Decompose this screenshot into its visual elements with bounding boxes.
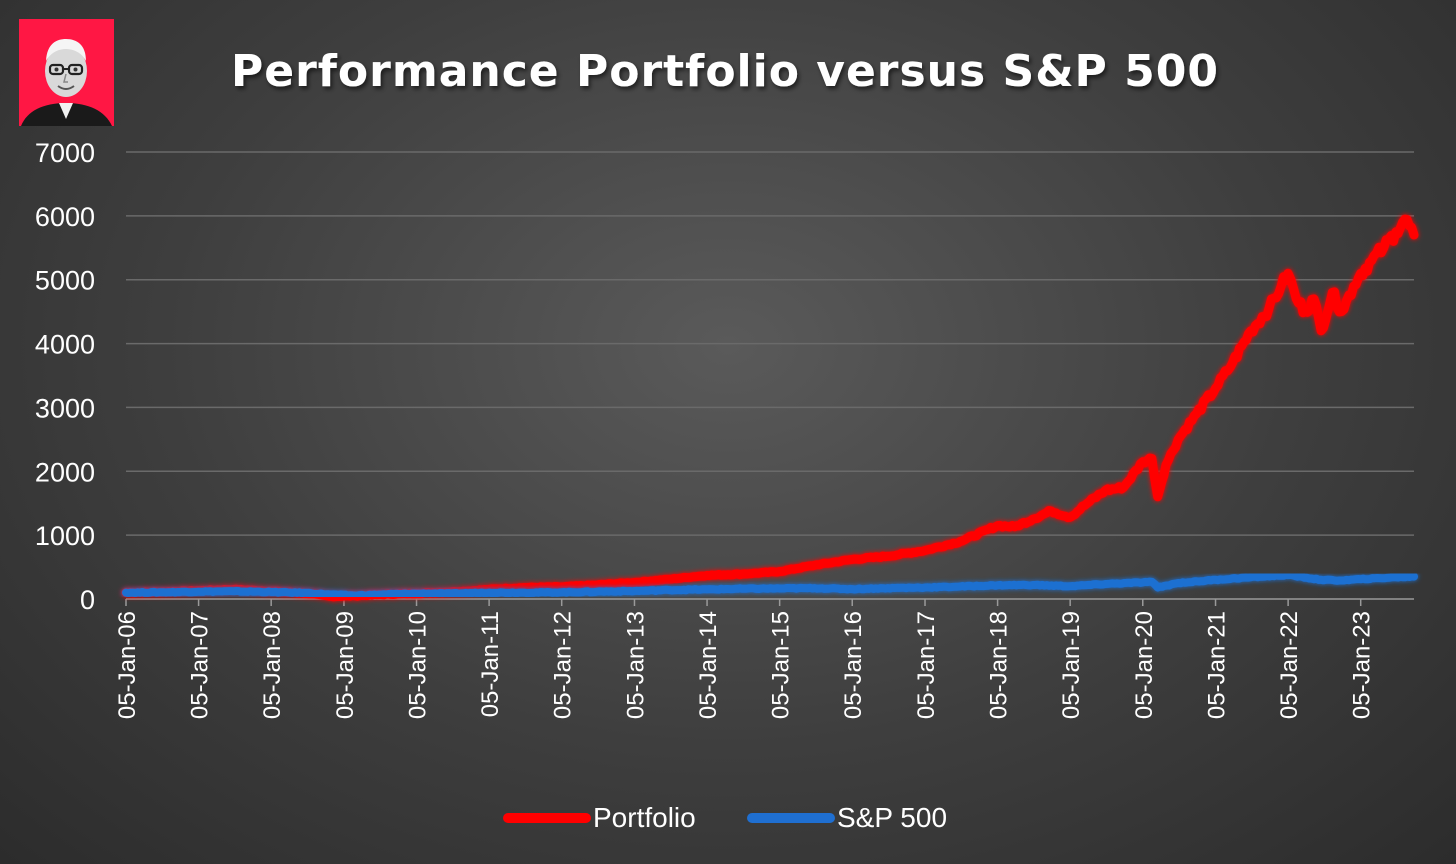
legend: Portfolio S&P 500 — [503, 802, 947, 833]
portrait-icon — [21, 39, 112, 126]
legend-label-sp500: S&P 500 — [837, 802, 947, 833]
gridlines — [126, 151, 1414, 600]
y-tick-label: 2000 — [35, 457, 95, 487]
x-tick-label: 05-Jan-18 — [986, 611, 1013, 719]
x-tick-label: 05-Jan-14 — [695, 611, 722, 719]
series-lines — [121, 214, 1419, 602]
y-tick-label: 5000 — [35, 266, 95, 296]
x-tick-label: 05-Jan-20 — [1131, 611, 1158, 719]
x-tick-label: 05-Jan-13 — [622, 611, 649, 719]
x-tick-label: 05-Jan-11 — [477, 611, 504, 717]
portrait-logo — [19, 19, 114, 126]
series-line-sp500 — [122, 570, 1418, 600]
y-axis-ticks: 0 1000 2000 3000 4000 5000 6000 7000 — [35, 138, 95, 615]
y-tick-label: 6000 — [35, 202, 95, 232]
chart-title: Performance Portfolio versus S&P 500 — [231, 46, 1219, 97]
x-tick-label: 05-Jan-12 — [550, 611, 577, 719]
x-tick-label: 05-Jan-16 — [840, 611, 867, 719]
x-tick-label: 05-Jan-21 — [1204, 611, 1231, 719]
x-tick-label: 05-Jan-07 — [187, 611, 214, 719]
x-axis-ticks: 05-Jan-06 05-Jan-07 05-Jan-08 05-Jan-09 05-J… — [114, 599, 1376, 719]
x-tick-label: 05-Jan-09 — [332, 611, 359, 719]
x-tick-label: 05-Jan-22 — [1276, 611, 1303, 719]
x-tick-label: 05-Jan-15 — [768, 611, 795, 719]
y-tick-label: 7000 — [35, 138, 95, 168]
y-tick-label: 0 — [80, 585, 95, 615]
y-tick-label: 3000 — [35, 393, 95, 423]
x-tick-label: 05-Jan-23 — [1349, 611, 1376, 719]
y-tick-label: 1000 — [35, 521, 95, 551]
x-tick-label: 05-Jan-19 — [1058, 611, 1085, 719]
x-tick-label: 05-Jan-06 — [114, 611, 141, 719]
legend-label-portfolio: Portfolio — [593, 802, 696, 833]
x-tick-label: 05-Jan-10 — [405, 611, 432, 719]
y-tick-label: 4000 — [35, 330, 95, 360]
x-tick-label: 05-Jan-08 — [259, 611, 286, 719]
x-tick-label: 05-Jan-17 — [913, 611, 940, 719]
